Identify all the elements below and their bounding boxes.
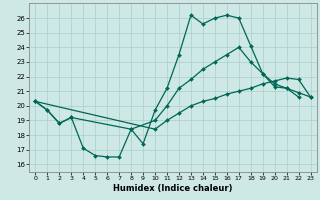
X-axis label: Humidex (Indice chaleur): Humidex (Indice chaleur) (113, 184, 233, 193)
